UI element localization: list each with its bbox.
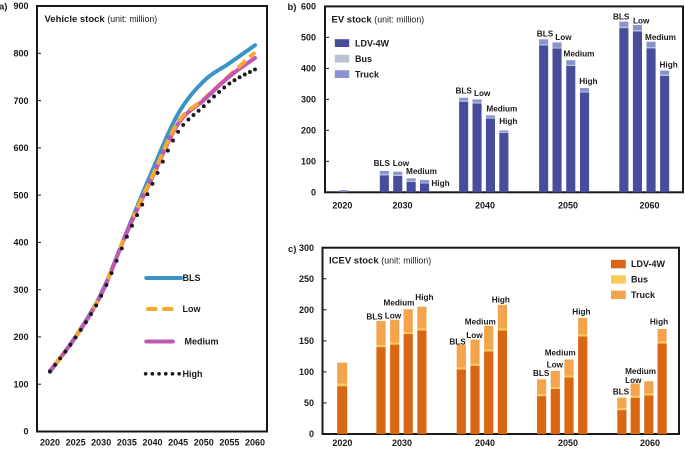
svg-text:Truck: Truck [631, 290, 656, 300]
svg-text:ICEV stock (unit: million): ICEV stock (unit: million) [329, 256, 431, 267]
svg-text:300: 300 [301, 95, 316, 105]
svg-text:High: High [183, 369, 203, 379]
svg-text:200: 200 [301, 126, 316, 136]
svg-text:Low: Low [547, 360, 564, 369]
svg-text:High: High [572, 308, 590, 317]
svg-text:LDV-4W: LDV-4W [631, 259, 666, 269]
svg-text:BLS: BLS [533, 369, 550, 378]
svg-text:500: 500 [301, 33, 316, 43]
svg-text:Medium: Medium [185, 337, 219, 347]
svg-text:100: 100 [13, 379, 28, 389]
svg-text:250: 250 [299, 274, 314, 284]
svg-text:BLS: BLS [537, 30, 554, 39]
svg-text:Low: Low [474, 89, 491, 98]
svg-text:2060: 2060 [640, 438, 660, 447]
svg-text:High: High [499, 117, 517, 126]
svg-text:2030: 2030 [91, 438, 111, 448]
svg-text:300: 300 [299, 243, 314, 253]
svg-text:150: 150 [299, 336, 314, 346]
svg-text:BLS: BLS [366, 312, 383, 321]
svg-text:Medium: Medium [545, 348, 576, 357]
svg-text:High: High [650, 318, 668, 327]
svg-text:2030: 2030 [392, 438, 412, 447]
svg-text:100: 100 [299, 367, 314, 377]
svg-text:BLS: BLS [374, 159, 391, 168]
svg-text:2050: 2050 [194, 438, 214, 448]
svg-text:2040: 2040 [475, 200, 495, 210]
svg-text:2035: 2035 [117, 438, 137, 448]
svg-text:BLS: BLS [613, 13, 630, 22]
svg-text:2020: 2020 [332, 438, 352, 447]
svg-text:a): a) [0, 2, 7, 13]
svg-text:Low: Low [183, 304, 202, 314]
svg-text:BLS: BLS [449, 338, 466, 347]
svg-text:BLS: BLS [456, 86, 473, 95]
svg-text:Truck: Truck [355, 69, 380, 79]
svg-text:500: 500 [13, 190, 28, 200]
svg-text:Low: Low [385, 312, 402, 321]
svg-text:2040: 2040 [475, 438, 495, 447]
svg-text:2060: 2060 [245, 438, 265, 448]
svg-text:2020: 2020 [332, 200, 352, 210]
svg-text:High: High [415, 293, 433, 302]
svg-text:2025: 2025 [66, 438, 86, 448]
svg-text:200: 200 [299, 305, 314, 315]
svg-text:800: 800 [13, 49, 28, 59]
svg-text:400: 400 [13, 238, 28, 248]
svg-text:Vehicle stock (unit: million): Vehicle stock (unit: million) [45, 14, 158, 25]
svg-text:Bus: Bus [355, 54, 372, 64]
svg-text:2030: 2030 [392, 200, 412, 210]
svg-text:b): b) [288, 2, 297, 13]
svg-text:900: 900 [13, 1, 28, 11]
svg-text:600: 600 [301, 2, 316, 12]
svg-text:2050: 2050 [558, 438, 578, 447]
svg-text:2050: 2050 [558, 200, 578, 210]
svg-text:2055: 2055 [219, 438, 239, 448]
svg-text:Low: Low [625, 376, 642, 385]
svg-text:0: 0 [311, 188, 316, 198]
svg-text:Low: Low [555, 33, 572, 42]
svg-text:Medium: Medium [486, 104, 517, 113]
svg-text:BLS: BLS [183, 273, 201, 283]
svg-text:Bus: Bus [631, 275, 648, 285]
svg-text:LDV-4W: LDV-4W [355, 38, 390, 48]
svg-text:700: 700 [13, 96, 28, 106]
svg-text:Medium: Medium [406, 167, 437, 176]
svg-text:200: 200 [13, 332, 28, 342]
svg-text:Medium: Medium [384, 299, 415, 308]
svg-text:Low: Low [633, 17, 650, 26]
svg-text:Medium: Medium [465, 317, 496, 326]
svg-text:High: High [579, 77, 597, 86]
svg-text:2040: 2040 [142, 438, 162, 448]
svg-text:0: 0 [23, 427, 28, 437]
svg-text:High: High [492, 295, 510, 304]
svg-text:2020: 2020 [40, 438, 60, 448]
svg-text:Medium: Medium [645, 33, 676, 42]
svg-text:400: 400 [301, 64, 316, 74]
svg-text:EV stock (unit: million): EV stock (unit: million) [332, 15, 425, 26]
svg-text:BLS: BLS [613, 388, 630, 397]
svg-text:100: 100 [301, 157, 316, 167]
svg-text:High: High [431, 179, 449, 188]
svg-text:High: High [660, 61, 678, 70]
svg-text:300: 300 [13, 285, 28, 295]
svg-text:Medium: Medium [625, 367, 656, 376]
svg-text:2045: 2045 [168, 438, 188, 448]
svg-text:c): c) [288, 244, 296, 255]
svg-text:50: 50 [304, 398, 314, 408]
svg-text:2060: 2060 [639, 200, 659, 210]
svg-text:Medium: Medium [564, 50, 595, 59]
svg-text:0: 0 [309, 429, 314, 439]
svg-text:Low: Low [466, 331, 483, 340]
svg-text:600: 600 [13, 143, 28, 153]
